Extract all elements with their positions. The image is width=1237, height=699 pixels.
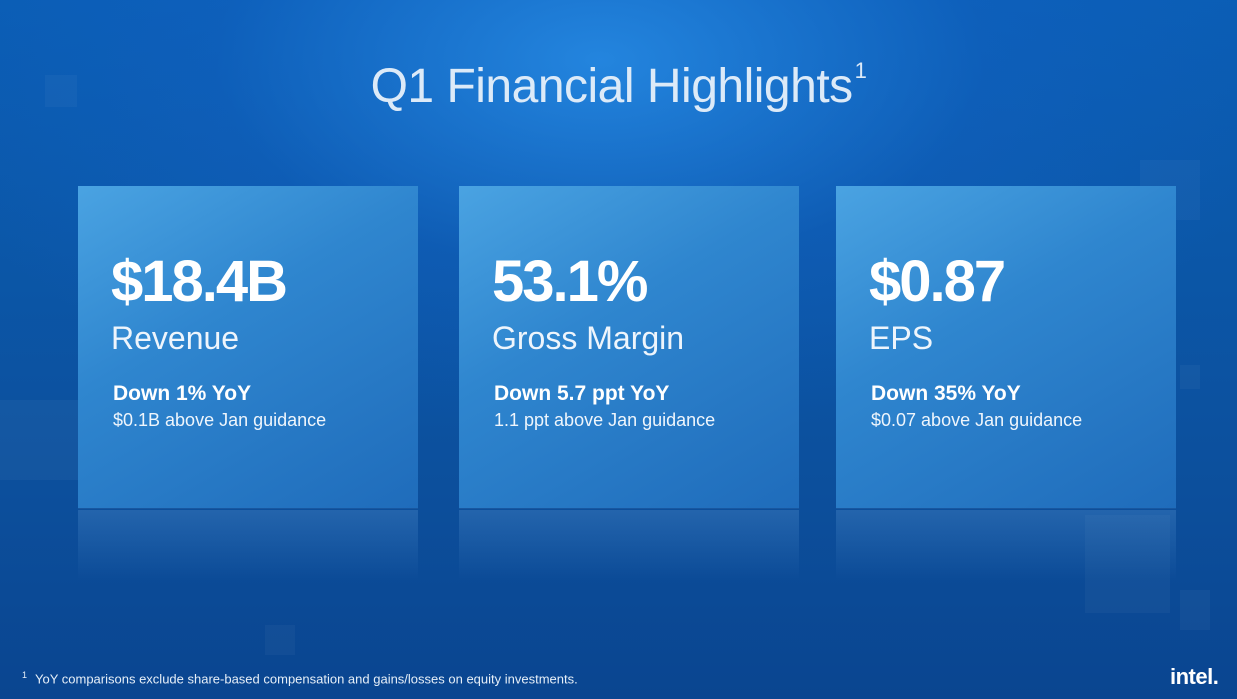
metric-note: $0.07 above Jan guidance [871, 410, 1083, 430]
card-reflection [459, 510, 799, 580]
metric-change: Down 35% YoY [871, 382, 1021, 405]
background-tile [265, 625, 295, 655]
metric-change: Down 5.7 ppt YoY [494, 382, 670, 405]
metric-card-revenue: $18.4B Revenue Down 1% YoY $0.1B above J… [78, 186, 418, 508]
page-title-text: Q1 Financial Highlights [370, 60, 854, 113]
card-reflection [78, 510, 418, 580]
background-tile [0, 400, 80, 480]
footnote-marker: 1 [22, 670, 28, 680]
card-reflection [836, 510, 1176, 580]
metric-card-gross-margin: 53.1% Gross Margin Down 5.7 ppt YoY 1.1 … [459, 186, 799, 508]
metric-change: Down 1% YoY [113, 382, 252, 405]
metric-value: 53.1% [492, 249, 648, 314]
metric-label: Revenue [111, 320, 240, 356]
metric-value: $0.87 [869, 249, 1006, 314]
background-tile [1180, 590, 1210, 630]
title-footnote-marker: 1 [854, 58, 867, 83]
metric-card-eps: $0.87 EPS Down 35% YoY $0.07 above Jan g… [836, 186, 1176, 508]
page-title: Q1 Financial Highlights1 [0, 58, 1237, 114]
metric-value: $18.4B [111, 249, 288, 314]
metric-note: 1.1 ppt above Jan guidance [494, 410, 716, 430]
metric-label: Gross Margin [492, 320, 685, 356]
background-tile [1180, 365, 1200, 389]
metric-note: $0.1B above Jan guidance [113, 410, 327, 430]
metric-label: EPS [869, 320, 934, 356]
intel-logo: intel. [1170, 664, 1219, 689]
footnote-text: YoY comparisons exclude share-based comp… [35, 671, 578, 687]
footnote: 1 YoY comparisons exclude share-based com… [22, 670, 578, 686]
